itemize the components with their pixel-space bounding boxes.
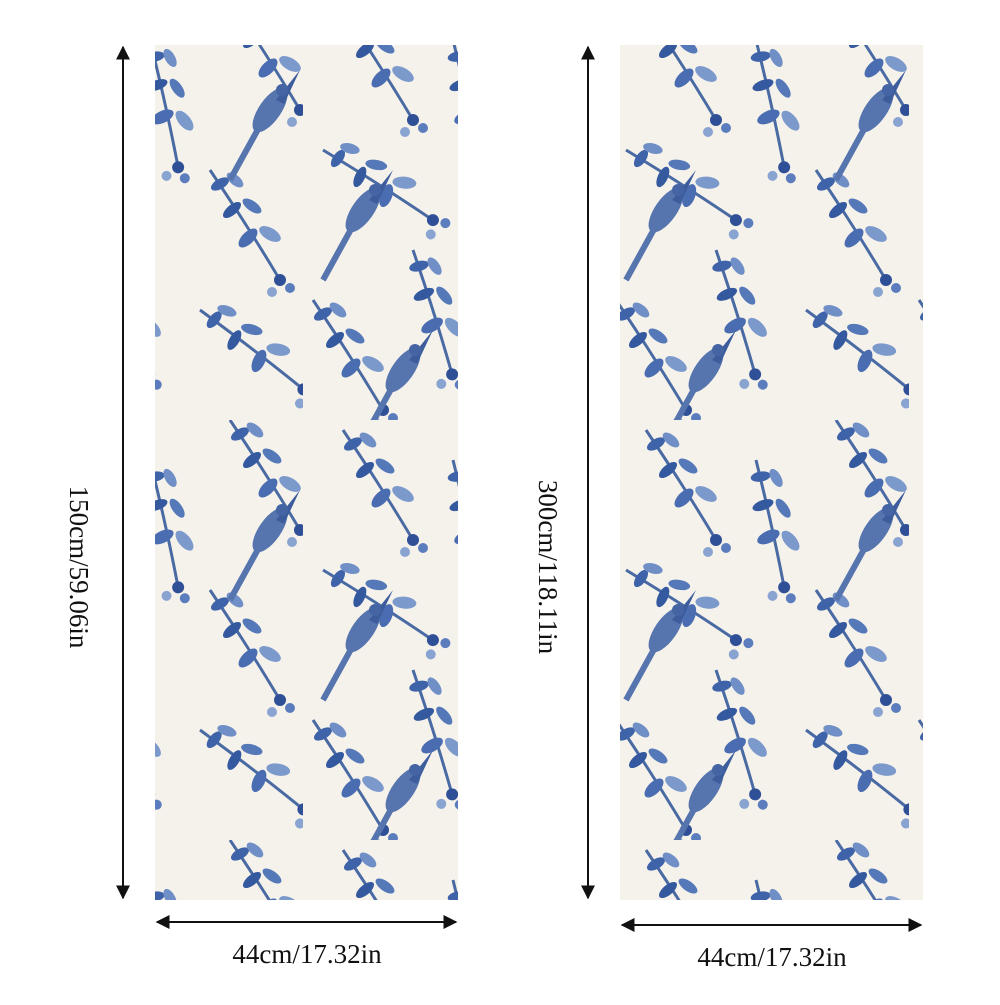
panel: 300cm/118.11in 44cm/17.32in — [533, 45, 923, 972]
height-label: 150cm/59.06in — [64, 486, 94, 649]
panel: 150cm/59.06in 44cm/17.32in — [64, 45, 458, 969]
height-label: 300cm/118.11in — [533, 480, 563, 655]
wallpaper-panel — [620, 45, 923, 900]
width-label: 44cm/17.32in — [232, 939, 382, 969]
width-label: 44cm/17.32in — [697, 942, 847, 972]
wallpaper-panel — [155, 45, 458, 900]
